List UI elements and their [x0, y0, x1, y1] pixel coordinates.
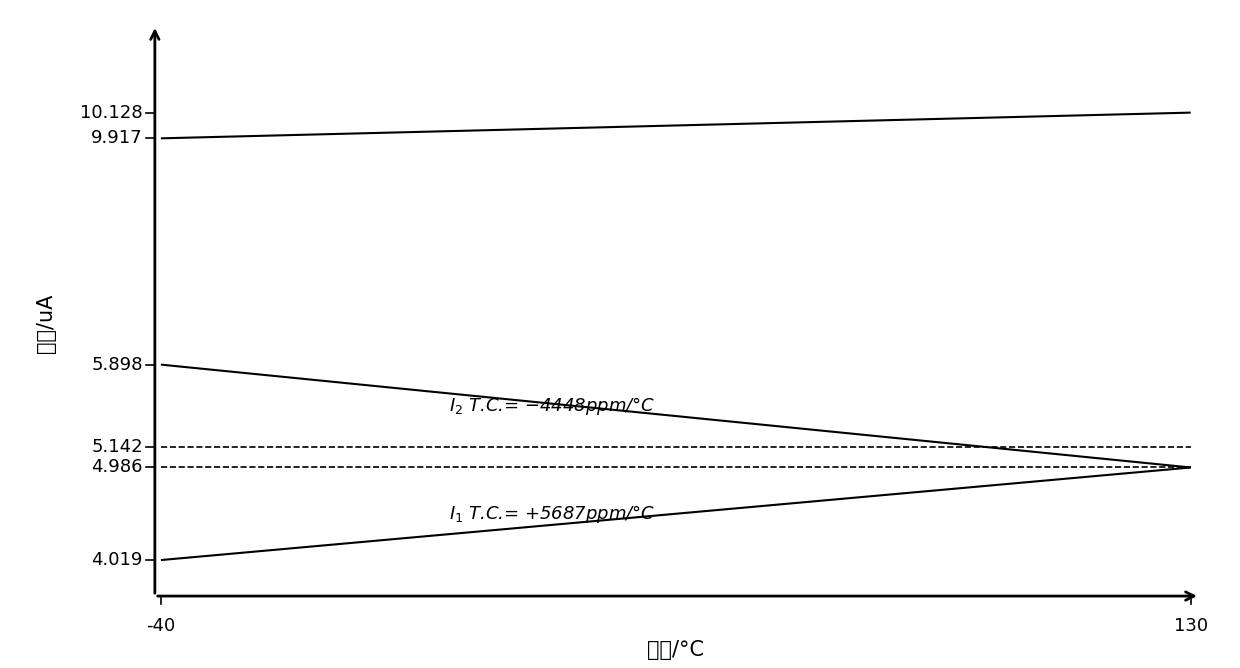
Text: 4.019: 4.019 — [92, 551, 143, 569]
Text: 电流/uA: 电流/uA — [36, 294, 56, 353]
Text: 130: 130 — [1173, 617, 1208, 635]
Text: -40: -40 — [146, 617, 176, 635]
Text: 温度/°C: 温度/°C — [647, 640, 704, 660]
Text: 9.917: 9.917 — [91, 130, 143, 148]
Text: $I_1$ T.C.= +5687ppm/°C: $I_1$ T.C.= +5687ppm/°C — [449, 503, 656, 525]
Text: 10.128: 10.128 — [81, 104, 143, 122]
Text: 5.898: 5.898 — [92, 355, 143, 373]
Text: $I_2$ T.C.= −4448ppm/°C: $I_2$ T.C.= −4448ppm/°C — [449, 395, 656, 417]
Text: 4.986: 4.986 — [92, 458, 143, 476]
Text: 5.142: 5.142 — [91, 438, 143, 456]
